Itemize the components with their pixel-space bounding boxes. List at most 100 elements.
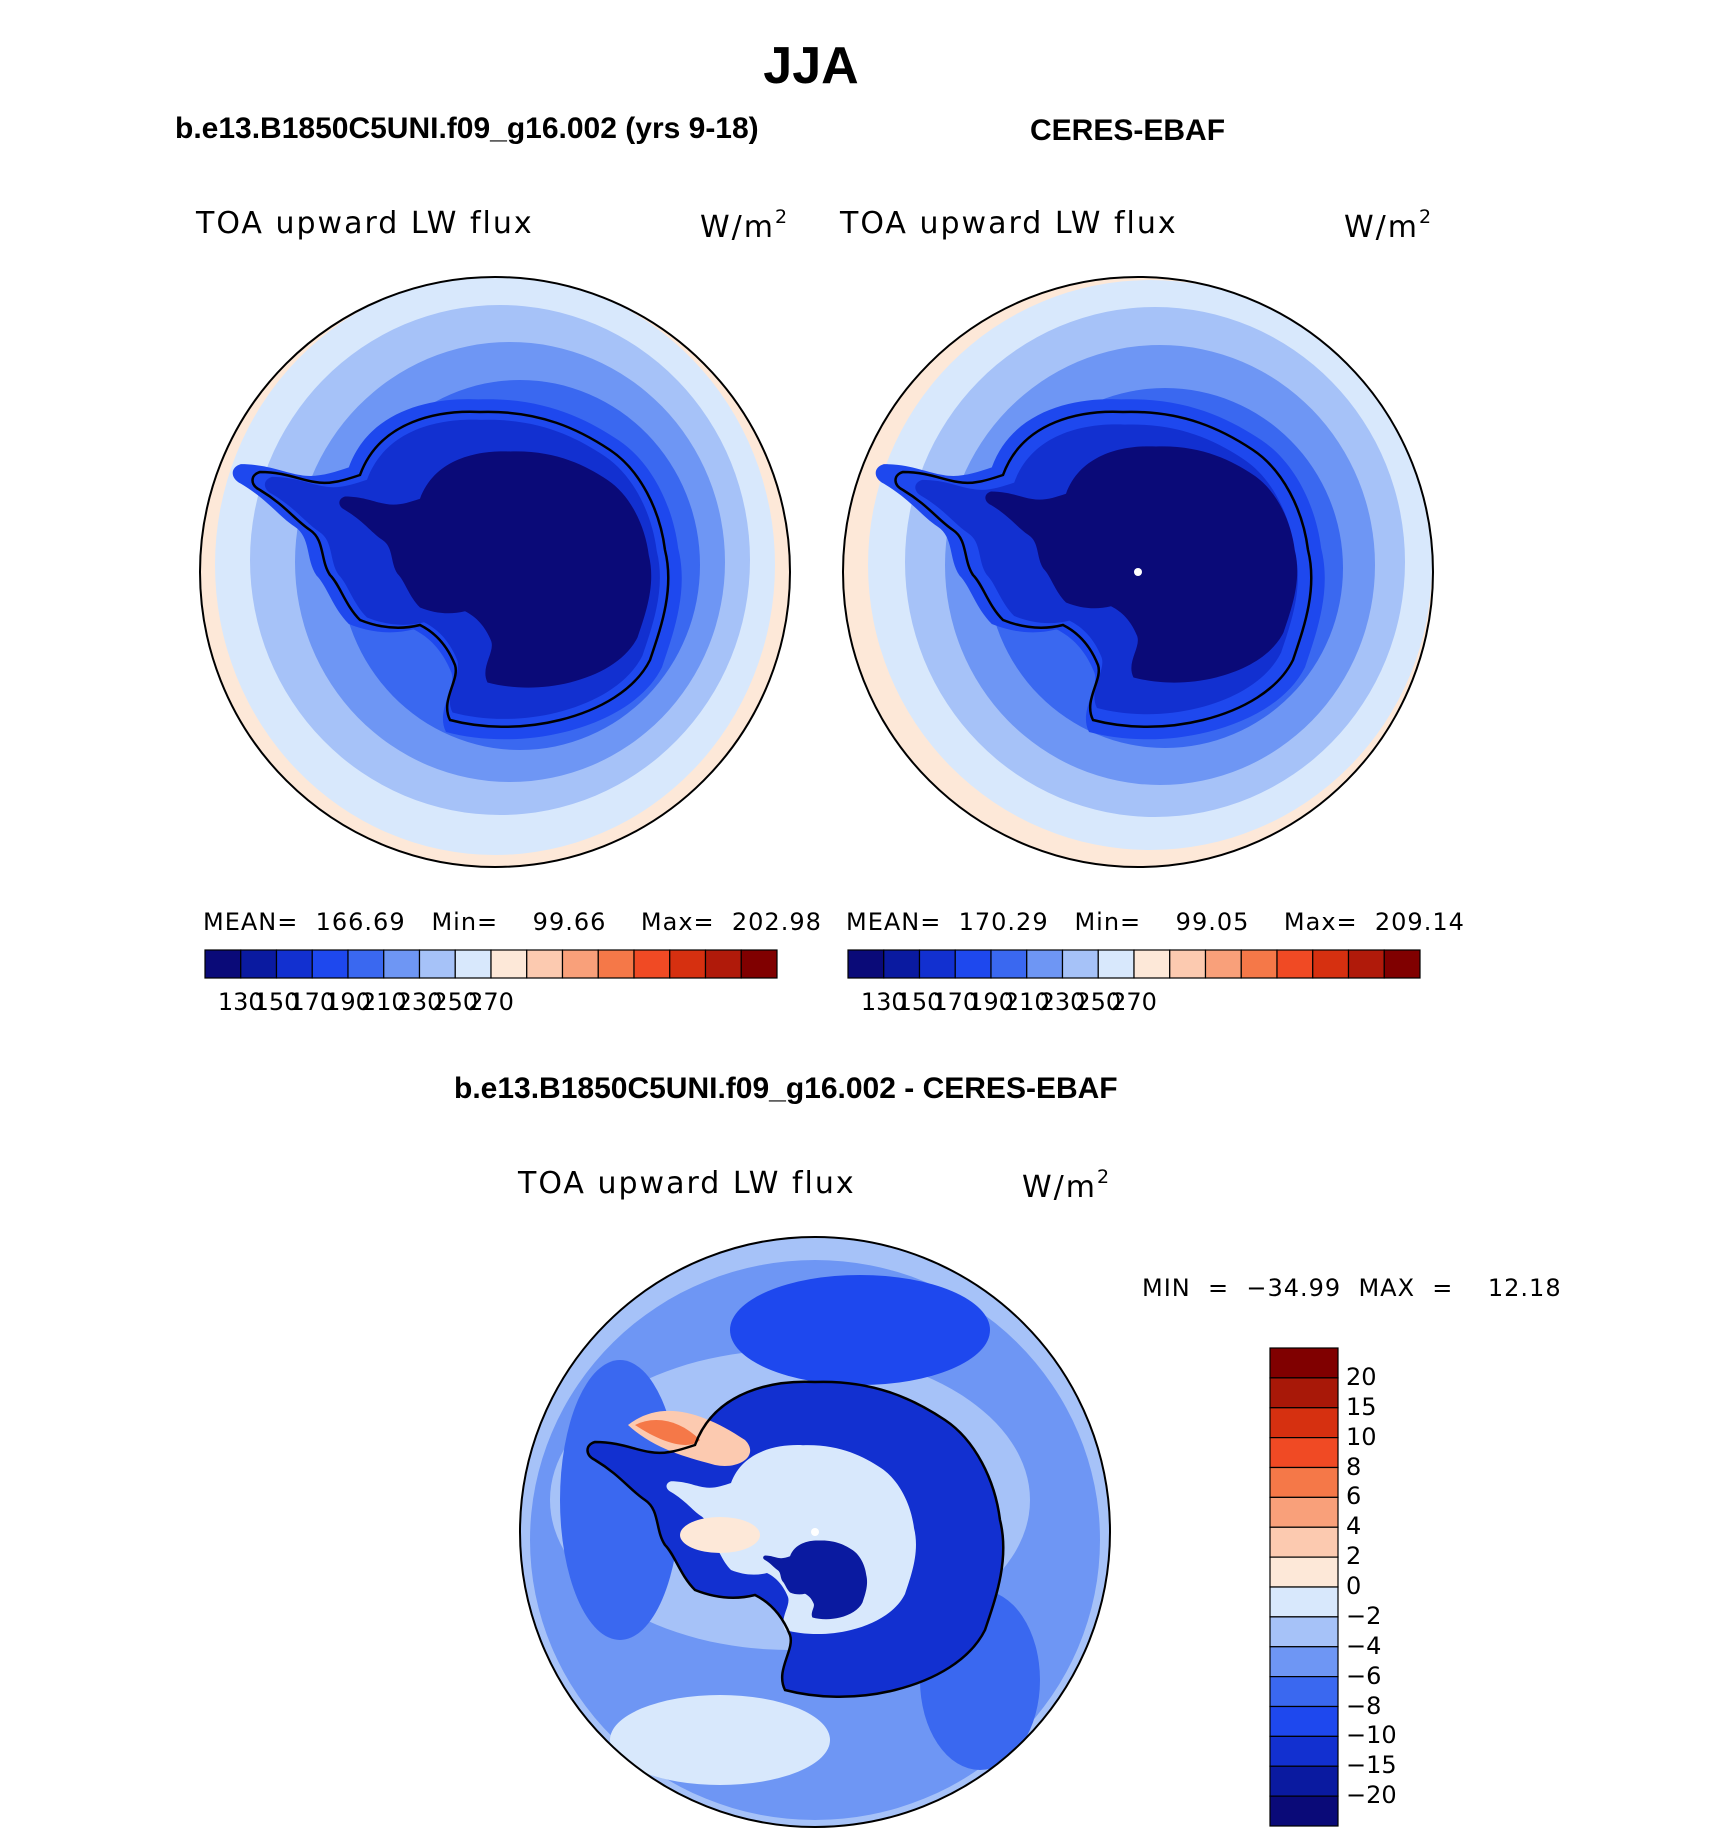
model-colorbar-swatch (669, 949, 707, 979)
diff-colorbar-tick-label: 4 (1346, 1512, 1362, 1541)
obs-colorbar-swatch (1133, 949, 1171, 979)
model-map (200, 277, 790, 867)
model-colorbar-swatch (454, 949, 492, 979)
diff-colorbar-tick-label: 2 (1346, 1542, 1362, 1571)
diff-colorbar-swatch (1269, 1466, 1339, 1498)
model-colorbar-tick-label: 250 (432, 988, 479, 1016)
obs-colorbar-swatch (954, 949, 992, 979)
diff-units-label: W/m2 (1022, 1166, 1110, 1205)
obs-colorbar-swatch (918, 949, 956, 979)
obs-colorbar-swatch (1097, 949, 1135, 979)
obs-colorbar-swatch (990, 949, 1028, 979)
obs-colorbar-swatch (1061, 949, 1099, 979)
model-colorbar-tick-label: 270 (468, 988, 514, 1016)
diff-colorbar-tick-label: −4 (1346, 1631, 1382, 1660)
obs-colorbar-swatch (1204, 949, 1242, 979)
model-colorbar-swatch (383, 949, 421, 979)
model-colorbar-tick-label: 210 (360, 988, 407, 1016)
diff-colorbar-tick-label: 10 (1346, 1422, 1377, 1451)
model-colorbar (204, 949, 778, 979)
obs-colorbar-tick-label: 150 (896, 988, 943, 1016)
diff-colorbar-swatch (1269, 1705, 1339, 1737)
obs-variable-label: TOA upward LW flux (840, 206, 1178, 241)
right-panel-title: CERES-EBAF (1030, 114, 1226, 147)
obs-colorbar-swatch (847, 949, 885, 979)
diff-colorbar-tick-label: −20 (1346, 1781, 1397, 1810)
obs-colorbar-swatch (1276, 949, 1314, 979)
model-colorbar-swatch (347, 949, 385, 979)
model-colorbar-swatch (526, 949, 564, 979)
obs-colorbar-swatch (1240, 949, 1278, 979)
obs-map (843, 277, 1433, 867)
model-colorbar-tick-label: 230 (396, 988, 443, 1016)
obs-colorbar-swatch (883, 949, 921, 979)
diff-colorbar-swatch (1269, 1496, 1339, 1528)
diff-colorbar-tick-label: 8 (1346, 1452, 1362, 1481)
obs-stats: MEAN= 170.29 Min= 99.05 Max= 209.14 (846, 908, 1465, 936)
model-colorbar-swatch (597, 949, 635, 979)
diff-colorbar-swatch (1269, 1676, 1339, 1708)
diff-map (520, 1237, 1110, 1827)
obs-colorbar-swatch (1169, 949, 1207, 979)
diff-colorbar-tick-label: 0 (1346, 1572, 1362, 1600)
obs-colorbar-tick-label: 270 (1111, 988, 1157, 1016)
obs-colorbar-tick-label: 230 (1039, 988, 1086, 1016)
diff-colorbar-tick-label: −6 (1346, 1661, 1382, 1690)
model-colorbar-swatch (418, 949, 456, 979)
diff-panel-title: b.e13.B1850C5UNI.f09_g16.002 - CERES-EBA… (454, 1072, 1118, 1105)
diff-colorbar-tick-label: −10 (1346, 1721, 1397, 1750)
obs-units-label: W/m2 (1344, 206, 1432, 245)
diff-colorbar-swatch (1269, 1347, 1339, 1379)
model-colorbar-swatch (740, 949, 778, 979)
model-colorbar-swatch (204, 949, 242, 979)
obs-colorbar-swatch (1312, 949, 1350, 979)
obs-colorbar-tick-label: 250 (1075, 988, 1122, 1016)
model-colorbar-swatch (240, 949, 278, 979)
left-panel-title: b.e13.B1850C5UNI.f09_g16.002 (yrs 9-18) (175, 112, 759, 145)
model-colorbar-swatch (704, 949, 742, 979)
diff-colorbar-swatch (1269, 1556, 1339, 1588)
diff-colorbar-tick-label: −15 (1346, 1751, 1397, 1780)
diff-colorbar-tick-label: 20 (1346, 1362, 1377, 1391)
obs-colorbar-swatch (1347, 949, 1385, 979)
diff-colorbar-swatch (1269, 1616, 1339, 1648)
model-colorbar-swatch (275, 949, 313, 979)
diff-colorbar-swatch (1269, 1586, 1339, 1618)
obs-map-border (842, 276, 1434, 868)
obs-colorbar (847, 949, 1421, 979)
model-colorbar-tick-label: 130 (217, 988, 264, 1016)
diff-stats: MIN = −34.99 MAX = 12.18 (1142, 1274, 1562, 1302)
obs-colorbar-tick-label: 210 (1003, 988, 1050, 1016)
diff-colorbar-tick-label: 15 (1346, 1392, 1377, 1421)
model-variable-label: TOA upward LW flux (196, 206, 534, 241)
diff-colorbar-swatch (1269, 1377, 1339, 1409)
diff-colorbar-swatch (1269, 1437, 1339, 1469)
diff-colorbar-tick-label: −8 (1346, 1691, 1382, 1720)
diff-colorbar-swatch (1269, 1765, 1339, 1797)
obs-colorbar-swatch (1383, 949, 1421, 979)
model-map-border (199, 276, 791, 868)
obs-colorbar-tick-label: 170 (932, 988, 979, 1016)
diff-colorbar (1269, 1347, 1339, 1827)
model-stats: MEAN= 166.69 Min= 99.66 Max= 202.98 (203, 908, 822, 936)
diff-colorbar-tick-label: −2 (1346, 1601, 1382, 1630)
diff-colorbar-tick-label: 6 (1346, 1482, 1362, 1511)
model-colorbar-swatch (561, 949, 599, 979)
model-units-label: W/m2 (700, 206, 788, 245)
model-colorbar-tick-label: 150 (253, 988, 300, 1016)
diff-colorbar-swatch (1269, 1646, 1339, 1678)
diff-colorbar-swatch (1269, 1795, 1339, 1827)
obs-colorbar-tick-label: 130 (860, 988, 907, 1016)
diff-map-border (519, 1236, 1111, 1828)
diff-colorbar-swatch (1269, 1407, 1339, 1439)
obs-colorbar-tick-label: 190 (968, 988, 1014, 1016)
model-colorbar-swatch (311, 949, 349, 979)
diff-colorbar-swatch (1269, 1526, 1339, 1558)
diff-variable-label: TOA upward LW flux (518, 1166, 856, 1201)
diff-colorbar-swatch (1269, 1735, 1339, 1767)
model-colorbar-swatch (490, 949, 528, 979)
obs-colorbar-swatch (1026, 949, 1064, 979)
model-colorbar-swatch (633, 949, 671, 979)
model-colorbar-tick-label: 170 (289, 988, 336, 1016)
